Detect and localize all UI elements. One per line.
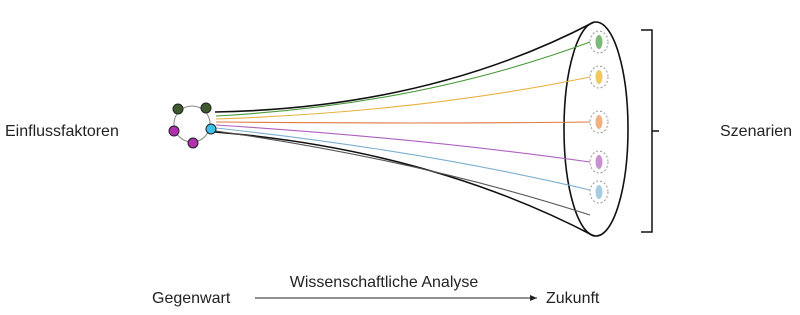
factor-cluster [169,103,216,148]
page: Einflussfaktoren Szenarien Gegenwart Wis… [0,0,800,310]
trajectory [216,125,590,162]
timeline-start: Gegenwart [152,290,231,307]
factor-dot [173,104,183,114]
funnel-bottom [215,132,594,236]
scenario-icon [590,151,608,173]
right-label: Szenarien [720,123,792,140]
factor-dot [206,124,216,134]
scenario-icons [590,31,608,203]
factor-dot [169,126,179,136]
funnel-top [215,22,594,112]
trajectory [216,77,590,119]
scenario-funnel: Einflussfaktoren Szenarien Gegenwart Wis… [0,0,800,310]
factor-dot [201,103,211,113]
scenario-icon [590,111,608,133]
scenario-icon [590,181,608,203]
bracket [641,30,659,232]
trajectory [216,131,590,215]
trajectories [216,42,590,215]
trajectory [216,122,590,123]
factor-dot [188,138,198,148]
timeline-process: Wissenschaftliche Analyse [290,274,479,291]
timeline-end: Zukunft [546,290,600,307]
trajectory [216,42,590,116]
scenario-icon [590,66,608,88]
left-label: Einflussfaktoren [5,123,119,140]
scenario-icon [590,31,608,53]
